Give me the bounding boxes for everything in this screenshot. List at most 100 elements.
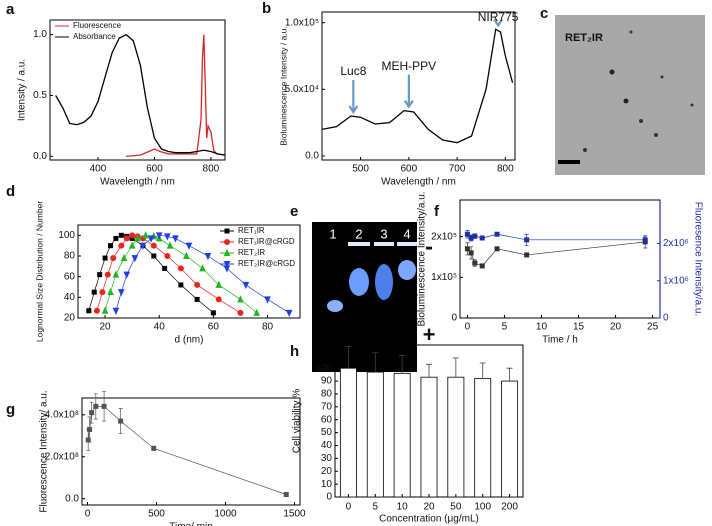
y-tick-label: 2x10⁵	[431, 231, 457, 242]
y-tick-label: 40	[321, 440, 333, 451]
marker	[112, 307, 120, 315]
marker	[194, 281, 201, 288]
marker	[104, 271, 111, 278]
y-tick-label: 100	[315, 363, 332, 374]
marker	[224, 228, 230, 234]
y-tick-label: 0	[326, 492, 332, 503]
y2-tick-label: 2x10⁶	[663, 238, 689, 249]
x-tick-label: 20	[423, 502, 435, 513]
marker	[118, 289, 125, 297]
marker	[151, 445, 157, 451]
y-tick-label: 70	[321, 401, 333, 412]
y-axis-label: Lognormal Size Distribution / Number	[34, 201, 44, 342]
lane-label: 1	[329, 226, 336, 241]
x-tick-label: 5	[373, 502, 379, 513]
marker	[210, 310, 216, 316]
marker	[86, 308, 92, 314]
y2-tick-label: 0	[663, 313, 669, 324]
error-bar	[399, 354, 406, 374]
y-tick-label: 0.0	[65, 493, 79, 504]
bar	[474, 378, 492, 498]
marker	[129, 232, 136, 239]
marker	[128, 241, 136, 249]
plot-frame	[77, 224, 301, 319]
marker	[472, 260, 478, 266]
panel-label: h	[290, 343, 299, 360]
x-tick-label: 10	[536, 322, 548, 333]
y-axis-label: Bioluminescence Intensity/a.u.	[417, 191, 428, 326]
marker	[642, 237, 648, 243]
y-tick-label: 80	[64, 251, 76, 262]
marker	[118, 418, 124, 424]
marker	[131, 255, 139, 263]
legend-label: RET₂IR@cRGD	[238, 259, 295, 268]
annotation: Luc8	[340, 64, 366, 78]
bar	[420, 376, 438, 498]
bar	[501, 380, 519, 498]
y2-axis-label: Fluoresence Intensity/a.u.	[692, 202, 703, 317]
marker	[264, 296, 271, 304]
lane-label: 2	[355, 226, 362, 241]
bar	[366, 371, 384, 498]
marker	[93, 403, 99, 409]
marker	[101, 403, 107, 409]
marker	[468, 250, 474, 256]
panel-label: g	[6, 401, 15, 418]
marker	[253, 308, 260, 316]
y-tick-label: 80	[321, 389, 333, 400]
lane-label: 4	[403, 226, 410, 241]
x-tick-label: 600	[146, 164, 163, 175]
y-tick-label: 0.0	[33, 151, 47, 162]
marker	[494, 231, 500, 237]
legend-label: Absorbance	[73, 32, 116, 41]
x-tick-label: 800	[497, 164, 514, 175]
series-line	[87, 406, 287, 495]
x-tick-label: 15	[573, 322, 585, 333]
marker	[89, 410, 95, 416]
x-tick-label: 40	[154, 322, 166, 333]
marker	[107, 287, 114, 296]
legend-label: RET₁IR	[238, 226, 265, 235]
marker	[524, 252, 530, 258]
y-axis-label: Cell viability %	[292, 389, 303, 454]
tem-image: RET₂IR	[555, 15, 705, 175]
series-line	[126, 34, 226, 157]
marker	[479, 263, 485, 269]
y-axis-label: Intensity / a.u.	[17, 59, 28, 121]
x-tick-label: 1000	[214, 509, 237, 520]
charge-sign: -	[425, 233, 433, 260]
y-tick-label: 10	[321, 479, 333, 490]
series-line	[467, 233, 646, 241]
marker	[150, 242, 157, 249]
marker	[464, 246, 470, 252]
marker	[99, 289, 106, 296]
x-tick-label: 700	[449, 164, 466, 175]
marker	[112, 270, 120, 278]
panel-label: b	[262, 0, 271, 17]
charge-sign: +	[423, 322, 436, 347]
x-tick-label: 500	[148, 509, 165, 520]
marker	[151, 253, 157, 259]
panel-label: d	[6, 183, 15, 200]
x-tick-label: 10	[397, 502, 409, 513]
marker	[194, 296, 200, 302]
x-tick-label: 1500	[283, 509, 306, 520]
y-tick-label: 1.0x10⁵	[285, 17, 319, 28]
marker	[283, 492, 289, 498]
lane-label: 3	[380, 226, 387, 241]
marker	[177, 265, 184, 272]
error-bar	[452, 357, 459, 378]
x-tick-label: 60	[208, 322, 220, 333]
y-tick-label: 50	[321, 427, 333, 438]
y-axis-label: Bioluminescence Intensity / a.u.	[278, 26, 288, 146]
y-tick-label: 0.0	[305, 151, 319, 162]
y-tick-label: 0	[451, 313, 457, 324]
marker	[93, 307, 100, 314]
y-tick-label: 5.0x10⁴	[285, 84, 319, 95]
x-tick-label: 20	[610, 322, 622, 333]
x-tick-label: 600	[401, 164, 418, 175]
marker	[183, 251, 190, 259]
error-bar	[345, 345, 352, 369]
y-tick-label: 40	[64, 292, 76, 303]
marker	[142, 231, 149, 239]
